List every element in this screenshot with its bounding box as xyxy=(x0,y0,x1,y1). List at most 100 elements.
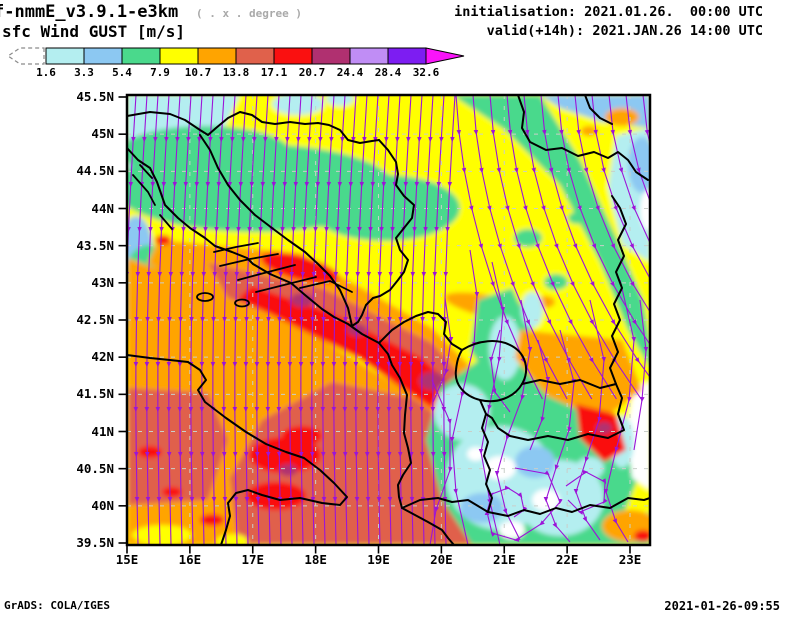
streamline xyxy=(432,297,454,403)
island-lines xyxy=(132,164,353,293)
colorbar-cell xyxy=(311,47,351,65)
colorbar-cell xyxy=(387,47,427,65)
colorbar-level-label: 7.9 xyxy=(150,66,170,79)
lat-label: 39.5N xyxy=(76,535,114,550)
border-bosnia-serbia xyxy=(351,139,415,327)
island-vis xyxy=(196,292,214,302)
colorbar-cell xyxy=(235,47,275,65)
streamline xyxy=(243,95,258,545)
streamline xyxy=(342,95,357,545)
colorbar-cell xyxy=(159,47,199,65)
streamline xyxy=(608,95,650,363)
lat-label: 44N xyxy=(91,200,114,216)
lat-label: 45.5N xyxy=(76,89,114,104)
border-greece xyxy=(401,497,650,517)
lat-label: 45N xyxy=(91,126,114,142)
colorbar-level-label: 3.3 xyxy=(74,66,94,79)
streamline xyxy=(633,299,649,451)
colorbar-level-label: 28.4 xyxy=(374,66,402,79)
colorbar-level-label: 17.1 xyxy=(260,66,288,79)
streamline xyxy=(320,95,335,545)
init-time: initialisation: 2021.01.26. 00:00 UTC xyxy=(454,4,763,20)
colorbar-cell xyxy=(273,47,313,65)
streamline xyxy=(127,95,137,545)
streamline xyxy=(166,95,181,545)
streamline xyxy=(642,95,650,363)
streamline xyxy=(276,95,291,545)
colorbar-level-label: 13.8 xyxy=(222,66,250,79)
streamline xyxy=(386,95,401,545)
colorbar-level-label: 20.7 xyxy=(298,66,326,79)
colorbar xyxy=(6,47,465,65)
colorbar-cell xyxy=(121,47,161,65)
lat-label: 42N xyxy=(91,349,114,365)
island-korcula xyxy=(234,298,250,308)
border-kosovo xyxy=(454,340,528,403)
lon-label: 17E xyxy=(241,552,265,567)
field-title: sfc Wind GUST [m/s] xyxy=(2,22,186,41)
streamline xyxy=(430,95,445,545)
model-title: f-nmmE_v3.9.1-e3km xyxy=(0,2,179,22)
streamline xyxy=(188,95,203,545)
border-serbia-bulgaria xyxy=(609,195,627,385)
streamline xyxy=(177,95,192,545)
border-croatia-north xyxy=(127,111,380,144)
colorbar-cell xyxy=(45,47,85,65)
coastline-italy xyxy=(127,354,348,545)
streamline xyxy=(133,95,148,545)
border-croatia-bosnia xyxy=(199,134,353,327)
streamline xyxy=(232,95,247,545)
model-note: ( . x . degree ) xyxy=(196,7,302,20)
streamline xyxy=(144,95,159,545)
colorbar-level-label: 24.4 xyxy=(336,66,364,79)
lon-label: 21E xyxy=(492,552,516,567)
lat-label: 42.5N xyxy=(76,312,114,327)
lat-label: 40.5N xyxy=(76,460,114,476)
streamline xyxy=(529,339,551,451)
lat-label: 44.5N xyxy=(76,163,114,179)
streamline xyxy=(265,95,280,545)
streamline xyxy=(298,95,313,545)
creation-timestamp: 2021-01-26-09:55 xyxy=(664,599,780,613)
grads-credit: GrADS: COLA/IGES xyxy=(4,599,110,612)
colorbar-cell xyxy=(83,47,123,65)
streamline xyxy=(199,95,214,545)
coastline-adriatic xyxy=(127,147,455,545)
streamline xyxy=(254,95,269,545)
streamline xyxy=(625,95,650,363)
lat-label: 43.5N xyxy=(76,237,114,253)
colorbar-cell xyxy=(349,47,389,65)
country-borders xyxy=(127,95,650,545)
lon-label: 22E xyxy=(555,552,579,567)
streamline xyxy=(155,95,170,545)
lat-label: 41N xyxy=(91,423,114,439)
colorbar-over-arrow xyxy=(425,47,465,65)
streamline xyxy=(397,95,412,545)
lat-label: 40N xyxy=(91,497,114,513)
streamline xyxy=(364,95,379,545)
streamline xyxy=(603,279,637,543)
lat-label: 41.5N xyxy=(76,386,114,402)
colorbar-level-label: 5.4 xyxy=(112,66,132,79)
colorbar-level-label: 10.7 xyxy=(184,66,212,79)
streamline xyxy=(375,95,390,545)
lon-label: 16E xyxy=(178,552,202,567)
lon-label: 19E xyxy=(367,552,390,567)
border-montenegro xyxy=(378,311,463,351)
streamline xyxy=(353,95,368,545)
lon-label: 20E xyxy=(430,552,453,567)
map-frame xyxy=(125,93,652,547)
streamlines xyxy=(127,95,650,545)
colorbar-level-label: 1.6 xyxy=(36,66,56,79)
colorbar-level-label: 32.6 xyxy=(412,66,440,79)
colorbar-cells xyxy=(45,47,427,65)
axis-ticks xyxy=(118,96,631,554)
border-albania-east xyxy=(479,399,493,513)
streamline xyxy=(221,95,236,545)
border-macedonia xyxy=(485,379,625,441)
streamline xyxy=(419,95,434,545)
streamline xyxy=(408,95,423,545)
streamline xyxy=(429,379,453,545)
streamline xyxy=(309,95,324,545)
